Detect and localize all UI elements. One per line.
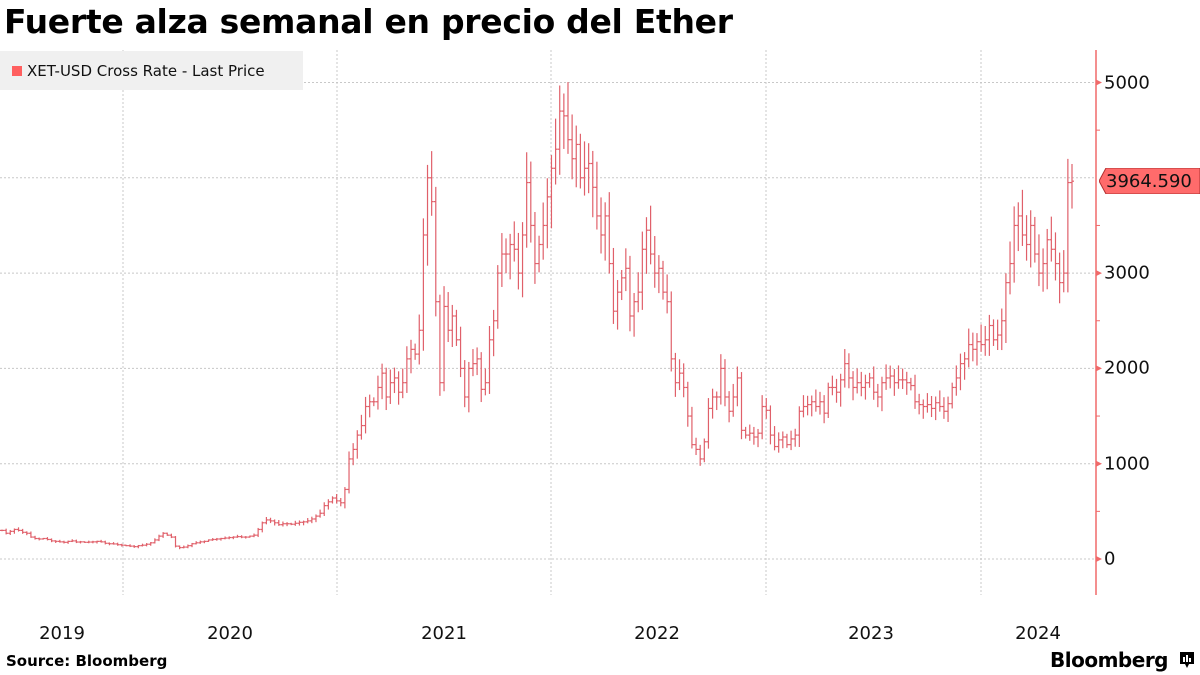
last-price-value: 3964.590 [1106,171,1192,192]
y-tick-3000: 3000 [1104,262,1150,284]
x-tick-2019: 2019 [39,623,85,644]
bloomberg-chart-icon [1180,652,1194,668]
chart-title: Fuerte alza semanal en precio del Ether [4,2,733,41]
x-tick-2024: 2024 [1015,623,1061,644]
y-tick-0: 0 [1104,548,1116,570]
y-tick-5000: 5000 [1104,72,1150,94]
x-tick-2020: 2020 [207,623,253,644]
x-tick-2021: 2021 [421,623,467,644]
last-price-tag-shape [1099,168,1200,194]
x-tick-2022: 2022 [634,623,680,644]
x-tick-2023: 2023 [848,623,894,644]
grid-lines [0,50,1096,595]
legend-label: XET-USD Cross Rate - Last Price [27,61,265,80]
bloomberg-logo-text: Bloomberg [1050,648,1168,672]
y-tick-2000: 2000 [1104,357,1150,379]
legend-swatch-icon [12,65,22,76]
ohlc-bars [0,82,1074,550]
source-note: Source: Bloomberg [6,652,168,670]
legend: XET-USD Cross Rate - Last Price [0,51,303,90]
y-axis [1095,50,1102,595]
y-tick-1000: 1000 [1104,453,1150,475]
